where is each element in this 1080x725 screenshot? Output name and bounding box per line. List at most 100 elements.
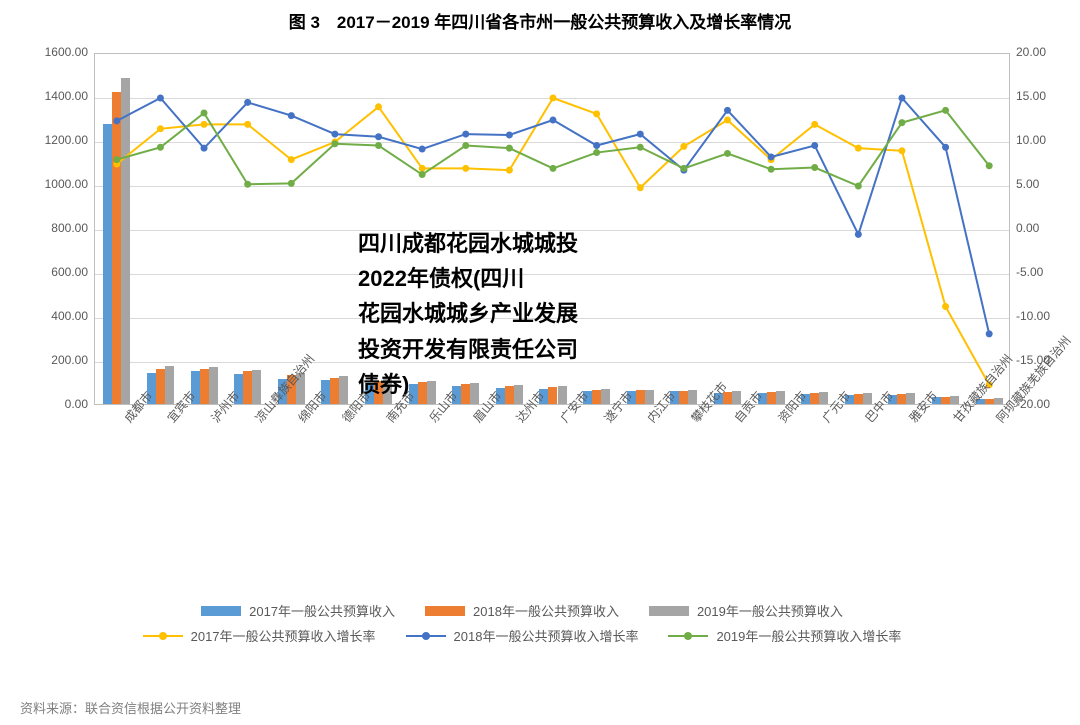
- chart-title: 图 3 2017－2019 年四川省各市州一般公共预算收入及增长率情况: [0, 0, 1080, 37]
- series-marker: [506, 131, 513, 138]
- series-marker: [288, 156, 295, 163]
- legend-item: 2017年一般公共预算收入增长率: [143, 626, 376, 645]
- y-right-tick: -5.00: [1016, 265, 1043, 279]
- legend-swatch-line: [668, 635, 708, 637]
- series-marker: [637, 131, 644, 138]
- y-right-tick: 20.00: [1016, 45, 1046, 59]
- y-left-tick: 200.00: [20, 353, 88, 367]
- y-left-tick: 1000.00: [20, 177, 88, 191]
- series-marker: [811, 121, 818, 128]
- series-marker: [768, 166, 775, 173]
- series-marker: [462, 131, 469, 138]
- series-marker: [680, 165, 687, 172]
- series-marker: [637, 144, 644, 151]
- series-marker: [157, 144, 164, 151]
- series-marker: [331, 131, 338, 138]
- series-marker: [506, 167, 513, 174]
- series-marker: [986, 162, 993, 169]
- series-marker: [811, 142, 818, 149]
- series-marker: [942, 107, 949, 114]
- series-marker: [419, 165, 426, 172]
- series-line: [117, 98, 989, 334]
- series-marker: [724, 107, 731, 114]
- legend-swatch-line: [406, 635, 446, 637]
- series-marker: [593, 110, 600, 117]
- series-marker: [898, 95, 905, 102]
- series-marker: [113, 117, 120, 124]
- series-line: [117, 98, 989, 385]
- source-note: 资料来源：联合资信根据公开资料整理: [20, 698, 241, 717]
- series-marker: [855, 183, 862, 190]
- series-marker: [375, 103, 382, 110]
- legend-item: 2019年一般公共预算收入增长率: [668, 626, 901, 645]
- plot-area: [94, 53, 1010, 405]
- series-marker: [244, 181, 251, 188]
- y-left-tick: 1400.00: [20, 89, 88, 103]
- series-marker: [593, 142, 600, 149]
- y-left-tick: 600.00: [20, 265, 88, 279]
- series-marker: [898, 119, 905, 126]
- series-marker: [855, 231, 862, 238]
- series-marker: [157, 95, 164, 102]
- chart-legend: 2017年一般公共预算收入 2018年一般公共预算收入 2019年一般公共预算收入 2…: [20, 601, 1024, 645]
- y-right-tick: 15.00: [1016, 89, 1046, 103]
- y-left-tick: 1600.00: [20, 45, 88, 59]
- series-marker: [157, 125, 164, 132]
- series-marker: [724, 117, 731, 124]
- legend-label: 2017年一般公共预算收入: [249, 601, 395, 620]
- legend-swatch-line: [143, 635, 183, 637]
- legend-label: 2019年一般公共预算收入: [697, 601, 843, 620]
- series-marker: [201, 121, 208, 128]
- legend-label: 2018年一般公共预算收入: [473, 601, 619, 620]
- line-series-layer: [95, 54, 1011, 406]
- legend-label: 2018年一般公共预算收入增长率: [454, 626, 639, 645]
- y-right-tick: 10.00: [1016, 133, 1046, 147]
- series-marker: [331, 140, 338, 147]
- series-marker: [244, 121, 251, 128]
- series-marker: [201, 109, 208, 116]
- series-marker: [244, 99, 251, 106]
- series-marker: [768, 153, 775, 160]
- series-marker: [419, 171, 426, 178]
- series-marker: [986, 330, 993, 337]
- series-marker: [637, 184, 644, 191]
- y-left-tick: 1200.00: [20, 133, 88, 147]
- legend-swatch-bar: [425, 606, 465, 616]
- series-marker: [942, 144, 949, 151]
- series-marker: [724, 150, 731, 157]
- series-marker: [680, 143, 687, 150]
- series-marker: [811, 164, 818, 171]
- series-marker: [593, 149, 600, 156]
- series-marker: [942, 303, 949, 310]
- series-marker: [375, 142, 382, 149]
- y-left-tick: 400.00: [20, 309, 88, 323]
- series-marker: [550, 117, 557, 124]
- y-left-tick: 0.00: [20, 397, 88, 411]
- y-right-tick: 0.00: [1016, 221, 1039, 235]
- legend-label: 2017年一般公共预算收入增长率: [191, 626, 376, 645]
- legend-swatch-bar: [649, 606, 689, 616]
- series-marker: [201, 145, 208, 152]
- series-marker: [462, 165, 469, 172]
- series-marker: [550, 165, 557, 172]
- legend-item: 2017年一般公共预算收入: [201, 601, 395, 620]
- legend-item: 2018年一般公共预算收入: [425, 601, 619, 620]
- series-marker: [550, 95, 557, 102]
- series-marker: [506, 145, 513, 152]
- legend-item: 2018年一般公共预算收入增长率: [406, 626, 639, 645]
- chart-frame: 四川成都花园水城城投2022年债权(四川花园水城城乡产业发展投资开发有限责任公司…: [20, 41, 1024, 681]
- y-right-tick: -10.00: [1016, 309, 1050, 323]
- series-marker: [419, 146, 426, 153]
- y-left-tick: 800.00: [20, 221, 88, 235]
- series-marker: [375, 133, 382, 140]
- legend-item: 2019年一般公共预算收入: [649, 601, 843, 620]
- y-right-tick: 5.00: [1016, 177, 1039, 191]
- legend-swatch-bar: [201, 606, 241, 616]
- legend-label: 2019年一般公共预算收入增长率: [716, 626, 901, 645]
- series-marker: [462, 142, 469, 149]
- series-marker: [288, 180, 295, 187]
- series-marker: [288, 112, 295, 119]
- series-marker: [855, 145, 862, 152]
- series-marker: [898, 147, 905, 154]
- series-marker: [113, 156, 120, 163]
